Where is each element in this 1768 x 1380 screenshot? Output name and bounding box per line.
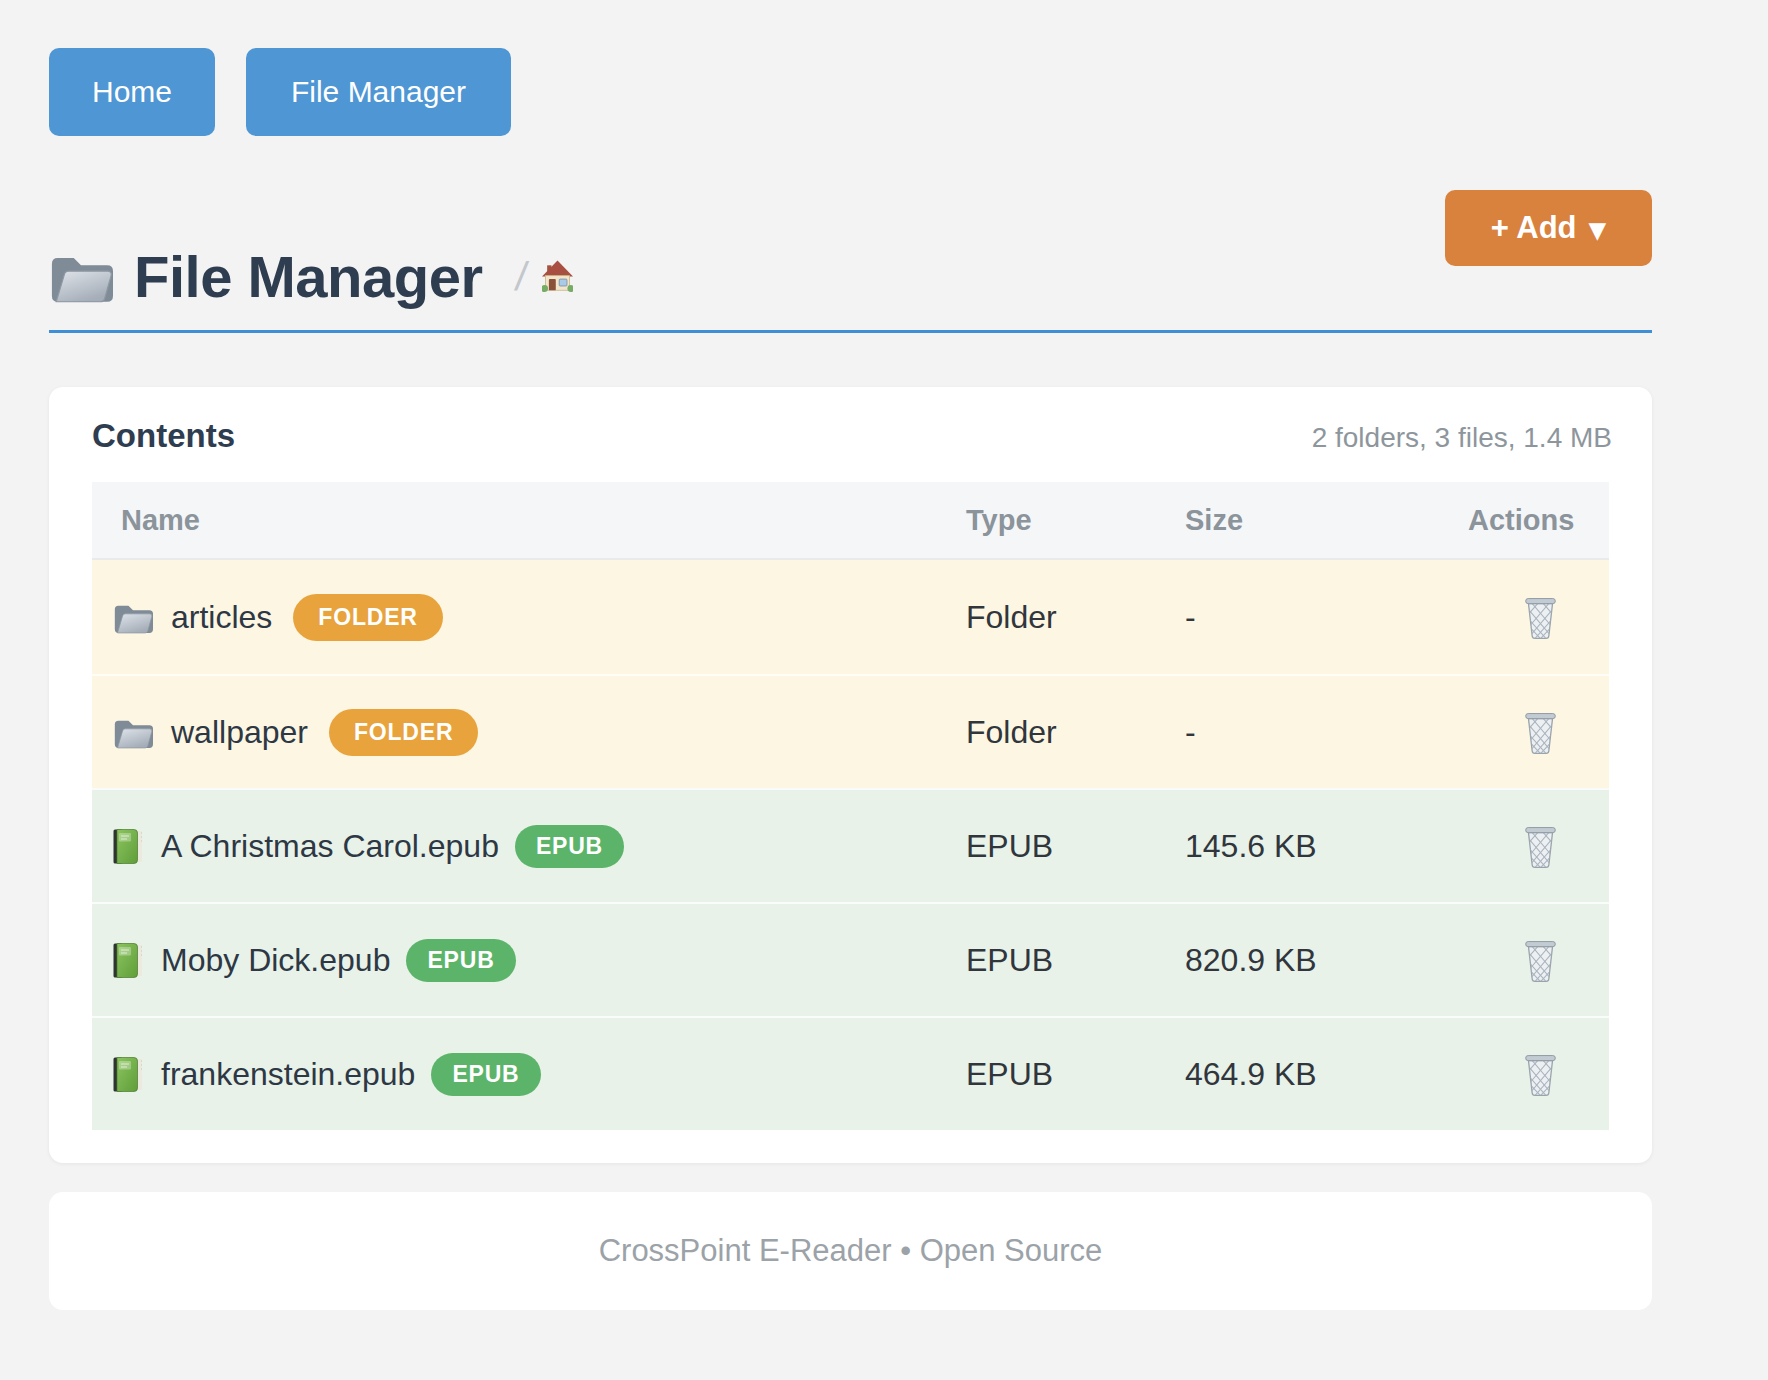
delete-button[interactable] (1522, 1053, 1559, 1096)
name-cell: A Christmas Carol.epub EPUB (92, 825, 966, 868)
size-cell: - (1185, 599, 1468, 636)
type-cell: EPUB (966, 828, 1185, 865)
size-cell: 464.9 KB (1185, 1056, 1468, 1093)
title-underline (49, 330, 1652, 333)
item-name-link[interactable]: wallpaper (171, 714, 308, 751)
contents-card: Contents 2 folders, 3 files, 1.4 MB Name… (49, 387, 1652, 1163)
contents-summary: 2 folders, 3 files, 1.4 MB (1312, 422, 1612, 454)
epub-badge: EPUB (406, 939, 515, 982)
name-cell: frankenstein.epub EPUB (92, 1053, 966, 1096)
table-row-wallpaper: wallpaper FOLDER Folder - (92, 674, 1609, 788)
page-title: File Manager (134, 243, 483, 310)
footer: CrossPoint E-Reader • Open Source (49, 1192, 1652, 1310)
delete-button[interactable] (1522, 939, 1559, 982)
file-manager-page: Home File Manager File Manager / + Add ▼… (0, 0, 1768, 1380)
name-cell: Moby Dick.epub EPUB (92, 939, 966, 982)
breadcrumb-home-link[interactable] (542, 259, 573, 294)
actions-cell (1468, 596, 1612, 639)
table-row-articles: articles FOLDER Folder - (92, 560, 1609, 674)
trash-icon (1522, 596, 1559, 639)
file-table: Name Type Size Actions articles FOLDER F… (92, 482, 1609, 1130)
contents-heading: Contents (92, 417, 235, 455)
delete-button[interactable] (1522, 711, 1559, 754)
item-name-link[interactable]: Moby Dick.epub (161, 942, 390, 979)
item-name-link[interactable]: A Christmas Carol.epub (161, 828, 499, 865)
actions-cell (1468, 1053, 1612, 1096)
table-header-row: Name Type Size Actions (92, 482, 1609, 560)
green-book-icon (113, 1057, 143, 1092)
folder-badge: FOLDER (329, 709, 478, 756)
column-header-actions: Actions (1468, 504, 1612, 537)
epub-badge: EPUB (431, 1053, 540, 1096)
add-button[interactable]: + Add ▼ (1445, 190, 1652, 266)
name-cell: wallpaper FOLDER (92, 709, 966, 756)
type-cell: Folder (966, 714, 1185, 751)
table-row-moby-dick: Moby Dick.epub EPUB EPUB 820.9 KB (92, 902, 1609, 1016)
page-header: File Manager / (49, 236, 573, 316)
top-nav: Home File Manager (49, 48, 511, 136)
size-cell: - (1185, 714, 1468, 751)
type-cell: EPUB (966, 1056, 1185, 1093)
folder-icon (113, 716, 153, 749)
folder-badge: FOLDER (293, 594, 442, 641)
file-manager-button[interactable]: File Manager (246, 48, 511, 136)
delete-button[interactable] (1522, 825, 1559, 868)
folder-icon (49, 250, 113, 304)
column-header-name: Name (92, 504, 966, 537)
item-name-link[interactable]: frankenstein.epub (161, 1056, 415, 1093)
column-header-type: Type (966, 504, 1185, 537)
delete-button[interactable] (1522, 596, 1559, 639)
chevron-down-icon: ▼ (1589, 217, 1607, 243)
contents-card-header: Contents 2 folders, 3 files, 1.4 MB (49, 387, 1652, 455)
table-row-christmas-carol: A Christmas Carol.epub EPUB EPUB 145.6 K… (92, 788, 1609, 902)
actions-cell (1468, 825, 1612, 868)
footer-text: CrossPoint E-Reader • Open Source (599, 1233, 1103, 1269)
breadcrumb-separator: / (512, 254, 529, 299)
size-cell: 145.6 KB (1185, 828, 1468, 865)
house-icon (542, 259, 573, 294)
column-header-size: Size (1185, 504, 1468, 537)
actions-cell (1468, 939, 1612, 982)
green-book-icon (113, 829, 143, 864)
trash-icon (1522, 1053, 1559, 1096)
home-button[interactable]: Home (49, 48, 215, 136)
type-cell: EPUB (966, 942, 1185, 979)
size-cell: 820.9 KB (1185, 942, 1468, 979)
add-button-label: + Add (1491, 210, 1577, 246)
type-cell: Folder (966, 599, 1185, 636)
folder-icon (113, 601, 153, 634)
trash-icon (1522, 939, 1559, 982)
trash-icon (1522, 711, 1559, 754)
trash-icon (1522, 825, 1559, 868)
name-cell: articles FOLDER (92, 594, 966, 641)
actions-cell (1468, 711, 1612, 754)
green-book-icon (113, 943, 143, 978)
item-name-link[interactable]: articles (171, 599, 272, 636)
epub-badge: EPUB (515, 825, 624, 868)
table-row-frankenstein: frankenstein.epub EPUB EPUB 464.9 KB (92, 1016, 1609, 1130)
